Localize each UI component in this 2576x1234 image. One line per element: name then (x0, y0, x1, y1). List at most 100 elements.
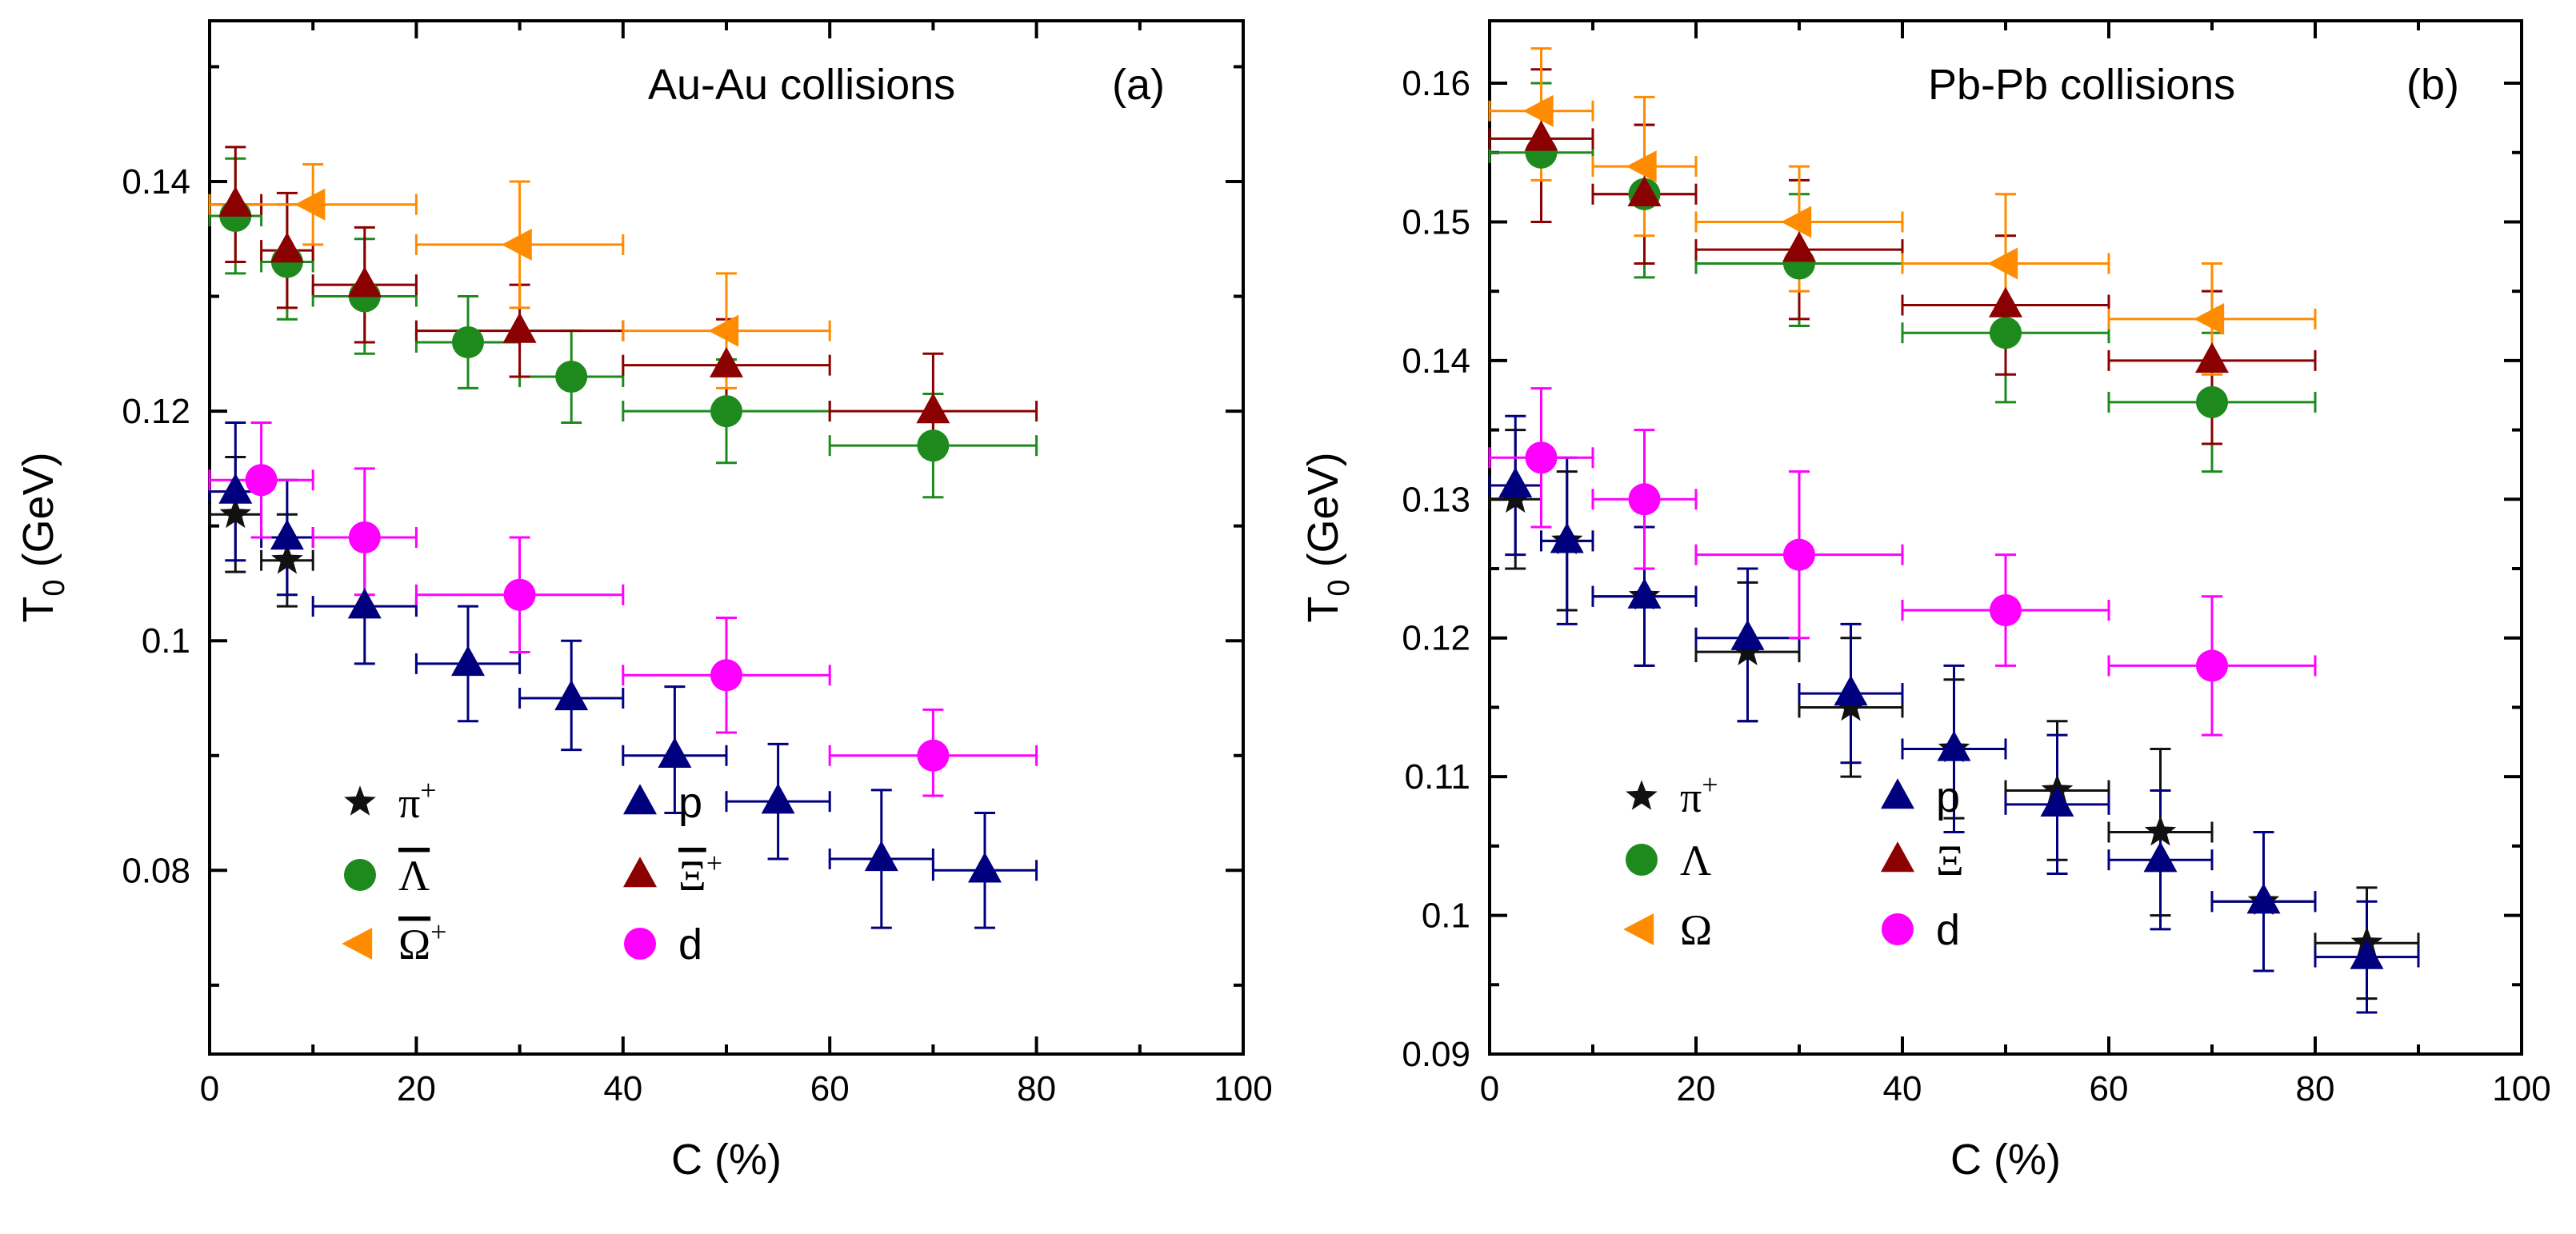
legend-label-p: p (678, 779, 702, 827)
data-point-p (1730, 619, 1765, 650)
data-point-pi_plus (219, 497, 252, 529)
legend-item-Omega: Ω+ (342, 916, 446, 968)
data-point-Omega (294, 188, 326, 221)
y-tick-label: 0.14 (122, 162, 190, 202)
data-point-p (968, 852, 1002, 883)
legend-label-d: d (678, 921, 702, 968)
y-tick-label: 0.13 (1402, 480, 1470, 519)
data-point-p (2350, 938, 2384, 969)
data-point-Lambda (710, 395, 742, 428)
legend-item-Lambda: Λ (344, 852, 430, 900)
x-tick-label: 80 (2296, 1069, 2335, 1108)
legend-label-Omega: Ω+ (398, 916, 446, 968)
data-point-Xi (916, 393, 950, 424)
data-point-d (348, 521, 381, 553)
data-point-d (245, 464, 278, 497)
y-tick-label: 0.1 (1422, 897, 1470, 936)
legend-marker-p (1881, 778, 1914, 809)
legend-item-Xi: Ξ (1881, 837, 1964, 885)
legend-item-p: p (623, 779, 702, 827)
legend-marker-pi_plus (344, 785, 376, 816)
x-tick-label: 0 (200, 1069, 219, 1108)
legend-marker-Omega (1623, 913, 1654, 945)
x-tick-label: 80 (1017, 1069, 1056, 1108)
legend-marker-d (1882, 913, 1914, 945)
data-point-p (1550, 522, 1584, 553)
data-point-p (451, 645, 485, 677)
legend-label-pi_plus: π+ (398, 774, 437, 827)
y-tick-label: 0.16 (1402, 64, 1470, 103)
legend-item-d: d (1882, 906, 1960, 954)
data-point-p (761, 783, 795, 814)
x-axis-title: C (%) (671, 1136, 782, 1184)
data-point-Lambda (2196, 385, 2228, 418)
legend-marker-Xi (1881, 841, 1914, 873)
data-point-Xi (270, 232, 304, 263)
legend-label-Xi: Ξ (1936, 837, 1964, 885)
data-point-pi_plus (1834, 690, 1867, 721)
series-p (208, 421, 1038, 929)
x-axis-title: C (%) (1950, 1136, 2061, 1184)
legend-label-p: p (1936, 773, 1960, 821)
x-tick-label: 40 (603, 1069, 642, 1108)
data-point-Xi (710, 346, 743, 377)
legend-item-Lambda: Λ (1626, 837, 1711, 885)
data-point-Omega (501, 228, 532, 261)
data-point-Xi (1782, 231, 1816, 262)
y-tick-label: 0.15 (1402, 202, 1470, 242)
data-point-Lambda (917, 429, 950, 462)
y-tick-label: 0.11 (1405, 757, 1470, 797)
panel-b: 0 20 40 60 80 100 0.09 0.1 0.11 0.12 0.13 0.14 0.15 0… (1299, 19, 2551, 1184)
y-tick-label: 0.14 (1402, 341, 1470, 381)
data-point-Xi (502, 312, 537, 343)
legend-item-pi_plus: π+ (1626, 769, 1718, 821)
panel-title: Au-Au collisions (648, 61, 955, 109)
data-point-d (710, 659, 742, 692)
y-tick-label: 0.09 (1402, 1035, 1470, 1074)
data-point-p (658, 737, 692, 768)
legend-label-pi_plus: π+ (1680, 769, 1718, 821)
x-tick-label: 40 (1883, 1069, 1922, 1108)
x-tick-label: 100 (1214, 1069, 1272, 1108)
x-tick-label: 20 (1677, 1069, 1716, 1108)
data-point-Lambda (1990, 317, 2022, 349)
data-point-pi_plus (1731, 635, 1764, 665)
x-tick-label: 20 (397, 1069, 436, 1108)
data-point-d (1783, 538, 1815, 571)
panel-title: Pb-Pb collisions (1928, 61, 2235, 109)
data-point-Omega (1987, 247, 2018, 280)
data-point-d (1990, 594, 2022, 627)
legend-marker-d (624, 928, 656, 960)
legend-marker-Lambda (344, 859, 376, 891)
y-axis-title: T0 (GeV) (14, 452, 71, 622)
data-point-d (917, 739, 950, 772)
data-point-Xi (1989, 286, 2022, 317)
data-point-d (1628, 483, 1661, 516)
data-point-Xi (2195, 342, 2229, 373)
legend-label-Xi: Ξ+ (678, 847, 722, 900)
legend-item-Omega: Ω (1623, 906, 1712, 954)
legend-item-Xi: Ξ+ (623, 847, 722, 900)
data-point-Lambda (452, 325, 484, 358)
data-point-p (347, 588, 382, 619)
y-tick-label: 0.1 (142, 621, 190, 661)
data-point-Xi (1627, 175, 1662, 206)
data-point-d (503, 578, 536, 611)
series-d (1488, 387, 2317, 737)
legend-label-Lambda: Λ (1680, 837, 1711, 885)
legend-marker-pi_plus (1626, 780, 1658, 810)
legend-item-p: p (1881, 773, 1960, 821)
series-Lambda (1488, 82, 2317, 473)
data-point-Omega (1522, 94, 1554, 127)
data-point-pi_plus (271, 543, 303, 574)
x-tick-label: 100 (2492, 1069, 2550, 1108)
data-point-Omega (1781, 206, 1812, 238)
data-point-p (554, 680, 589, 711)
data-point-p (1498, 467, 1533, 498)
data-point-p (1937, 730, 1971, 761)
data-point-Omega (1626, 150, 1657, 183)
data-point-p (2143, 841, 2178, 873)
panel-label: (a) (1112, 61, 1165, 109)
data-point-pi_plus (2144, 815, 2177, 846)
